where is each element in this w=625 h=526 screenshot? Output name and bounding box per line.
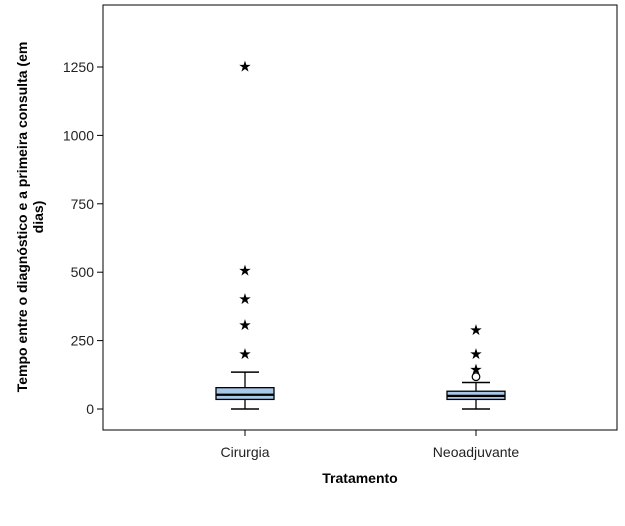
box-series: ★★★★★★★★ [215,58,506,410]
extreme-outlier-point: ★ [238,316,251,334]
x-axis-title: Tratamento [322,470,397,486]
y-tick-label: 250 [71,333,95,349]
extreme-outlier-point: ★ [469,321,482,339]
extreme-outlier-point: ★ [469,361,482,379]
box-cirurgia: ★ ★ ★ ★ ★ [215,58,275,410]
plot-frame [102,4,618,431]
y-axis-title-line-2: dias) [30,201,46,234]
x-axis: Cirurgia Neoadjuvante [220,430,519,460]
x-tick-label: Neoadjuvante [433,444,520,460]
x-tick-label: Cirurgia [220,444,269,460]
extreme-outlier-point: ★ [238,345,251,363]
y-axis-title: Tempo entre o diagnóstico e a primeira c… [14,42,46,393]
box-neoadjuvante: ★★★ [446,321,506,410]
extreme-outlier-point: ★ [238,261,251,279]
y-tick-label: 500 [71,264,95,280]
y-tick-label: 1250 [63,59,94,75]
mild-outlier-point [471,372,481,382]
extreme-outlier-point: ★ [238,290,251,308]
y-tick-label: 750 [71,196,95,212]
y-axis-title-line-1: Tempo entre o diagnóstico e a primeira c… [14,42,30,393]
extreme-outlier-point: ★ [469,345,482,363]
y-tick-label: 0 [86,401,94,417]
iqr-box [215,387,275,401]
extreme-outlier-point: ★ [238,58,251,76]
y-tick-label: 1000 [63,127,94,143]
y-axis: 0 250 500 750 1000 1250 [63,59,103,417]
